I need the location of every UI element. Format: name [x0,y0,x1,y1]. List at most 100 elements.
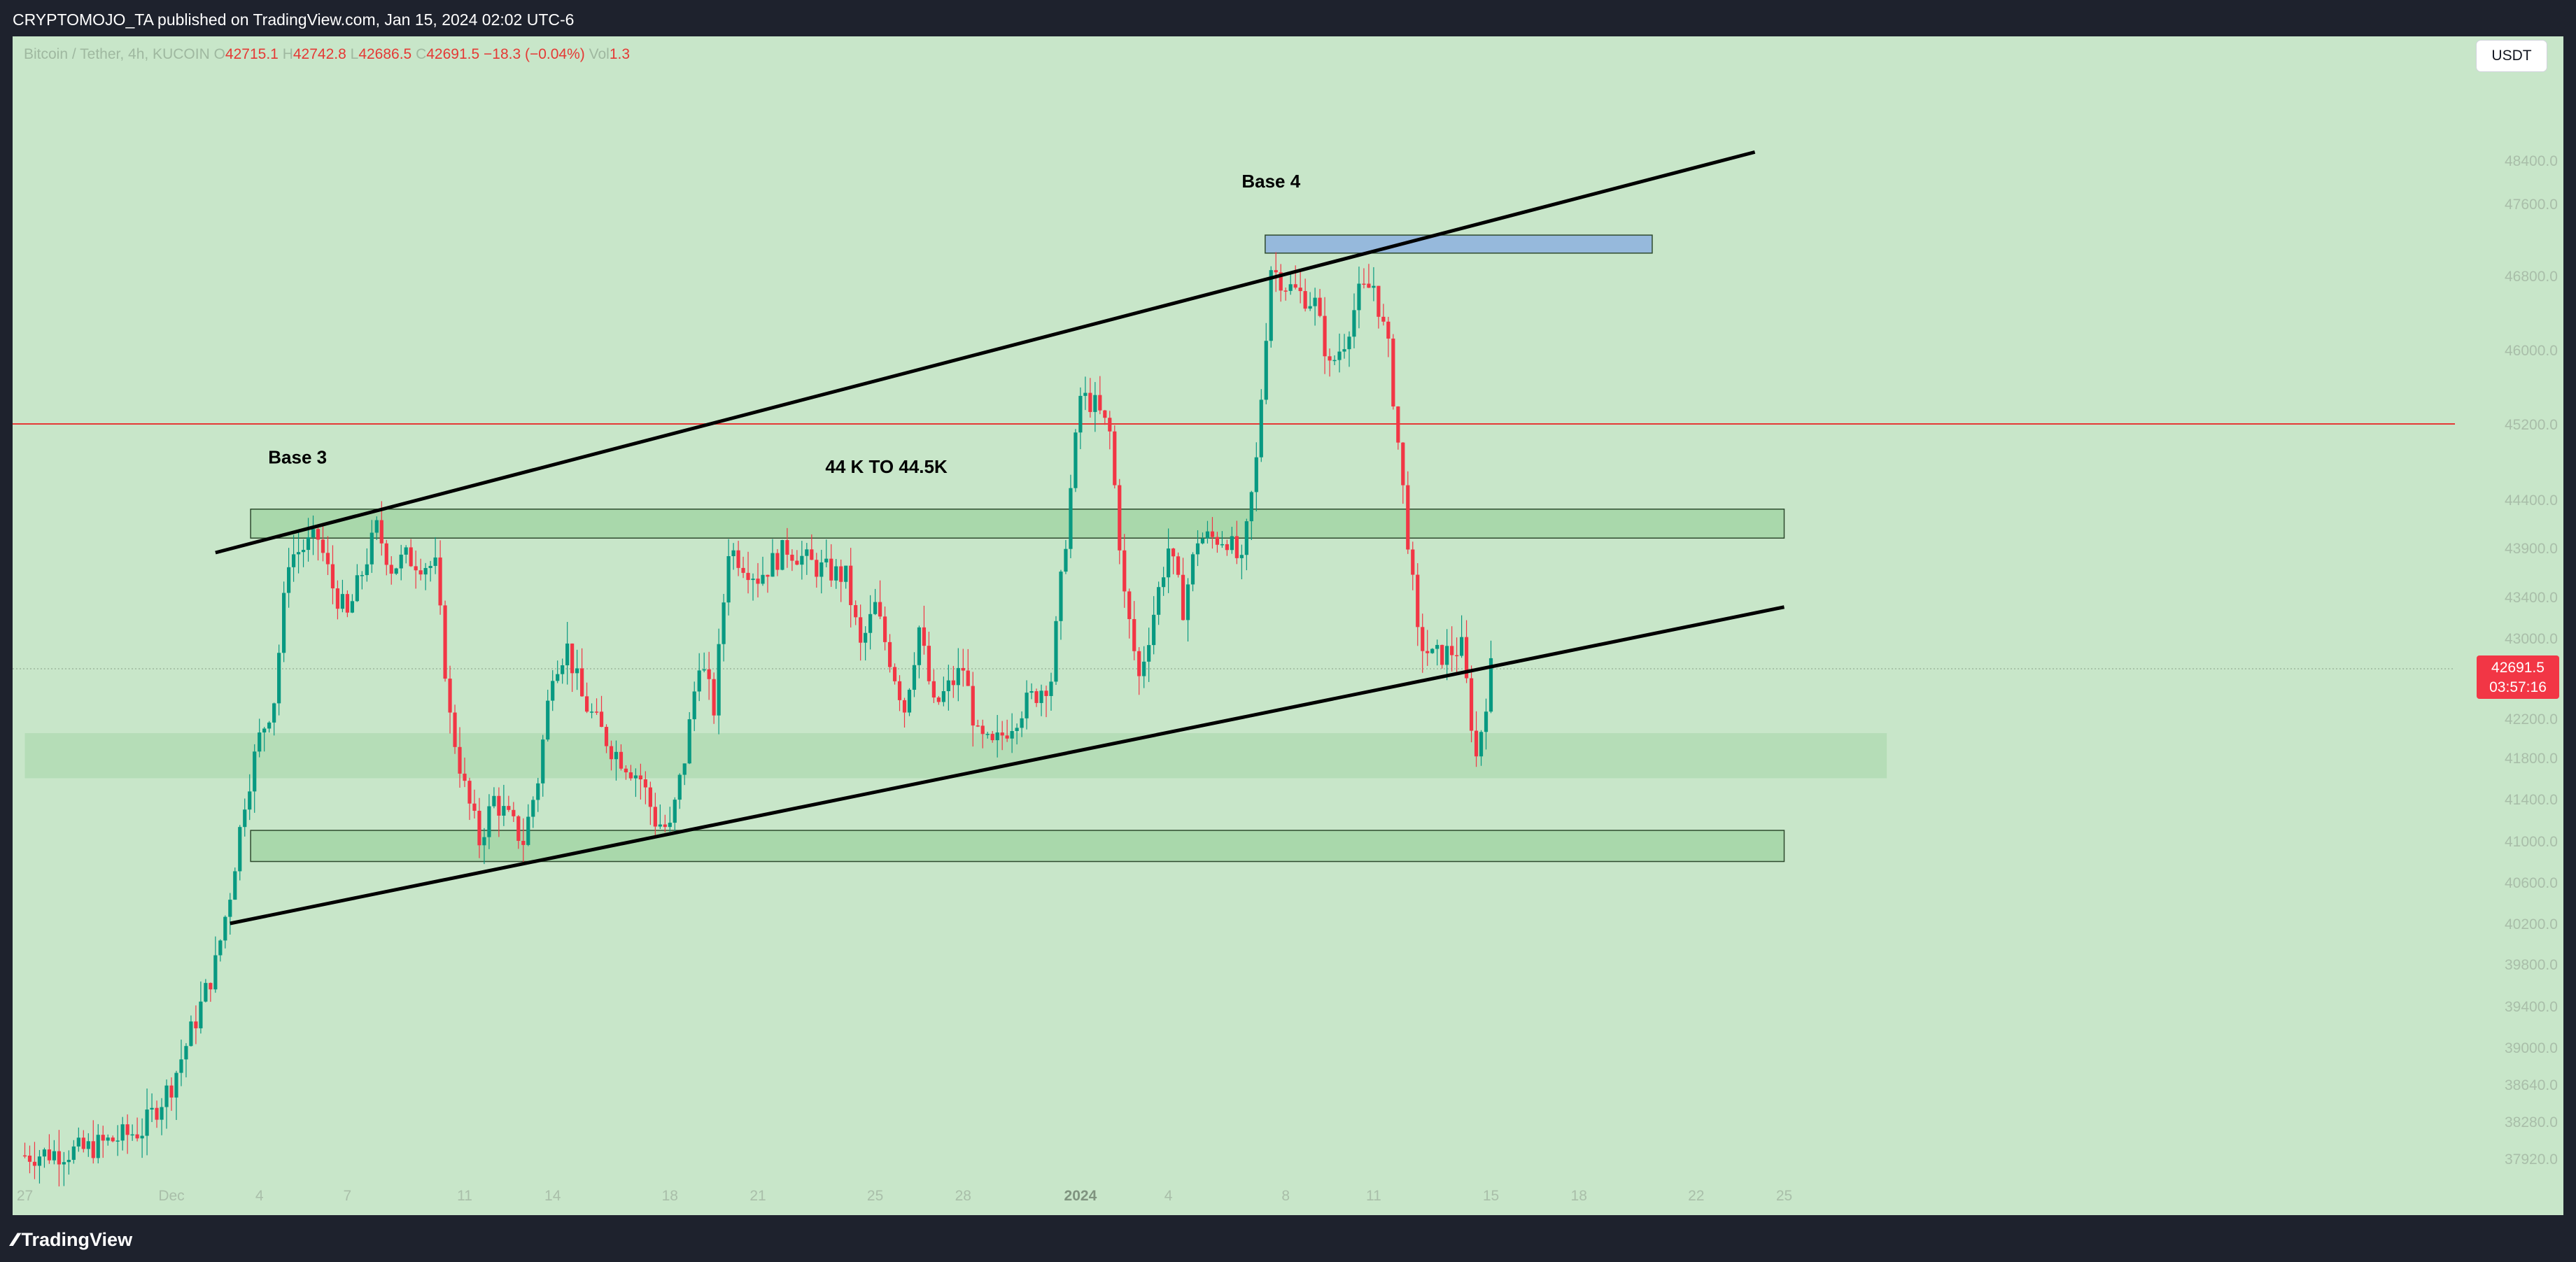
candle-body [1416,574,1420,628]
candle-body [1313,297,1317,306]
candle-body [1137,651,1141,676]
candle-body [887,641,892,667]
candle-body [805,549,809,556]
candle-body [1132,618,1136,651]
candle-body [985,734,990,735]
candle-body [125,1124,129,1135]
candle-body [697,670,701,692]
candle-body [565,643,570,666]
candle-body [1230,536,1234,551]
candle-body [638,775,642,780]
candle-body [1171,548,1176,557]
candle-body [482,837,486,846]
candle-body [927,646,931,681]
candle-body [677,774,682,800]
y-tick-label: 43000.0 [2505,631,2558,647]
candle-body [379,520,383,544]
candle-body [209,983,213,990]
candle-body [1328,356,1332,361]
candle-body [57,1151,61,1165]
candle-body [316,529,321,540]
candle-body [717,644,721,716]
candle-body [1176,556,1181,575]
candle-body [248,791,252,810]
x-tick-label: Dec [158,1188,184,1204]
candle-body [859,617,863,643]
candle-body [71,1146,76,1160]
candle-body [800,555,804,565]
candle-body [335,588,340,609]
candle-body [467,781,472,804]
candle-body [404,547,408,555]
candle-body [815,560,819,577]
chart-area[interactable]: Base 3 44 K TO 44.5K Base 4 48400.0 47600.0 4… [13,36,2563,1215]
candle-body [350,601,354,613]
candle-body [66,1159,71,1163]
candle-body [839,566,843,582]
candle-body [443,605,447,679]
candle-body [164,1085,169,1107]
candle-body [1269,270,1273,341]
candle-body [946,680,950,692]
y-tick-label: 37920.0 [2505,1151,2558,1168]
candle-body [976,725,980,727]
candle-body [917,627,922,665]
candle-body [1103,410,1107,418]
candle-body [1323,316,1327,357]
candle-body [282,593,286,653]
candle-body [1195,543,1200,555]
candle-body [995,732,999,741]
candle-body [47,1149,52,1161]
candle-body [458,746,462,774]
candle-body [761,574,765,584]
y-tick-label: 39800.0 [2505,957,2558,973]
candle-body [726,556,731,603]
candle-body [668,823,672,828]
x-tick-label: 11 [457,1188,472,1204]
candle-body [492,795,496,807]
last-price-value: 42691.5 [2491,660,2545,676]
candle-body [189,1021,193,1047]
candle-body [497,795,501,816]
tradingview-logo[interactable]: ⁄⁄⁄ TradingView [13,1229,132,1251]
publisher-text: CRYPTOMOJO_TA published on TradingView.c… [13,10,575,29]
candle-body [42,1149,47,1157]
candle-body [584,696,589,712]
candle-body [1283,290,1288,292]
candle-body [619,751,624,769]
y-tick-label: 40200.0 [2505,916,2558,933]
candle-body [1122,550,1127,592]
candle-body [854,605,858,618]
candle-body [1181,574,1185,621]
candle-body [780,540,784,570]
candle-body [1034,691,1039,703]
candle-body [389,565,393,574]
candle-body [374,520,379,533]
candle-body [272,703,276,723]
x-tick-label: 28 [955,1188,971,1204]
y-tick-label: 46000.0 [2505,343,2558,359]
currency-button[interactable]: USDT [2477,41,2547,71]
price-chart[interactable]: Base 3 44 K TO 44.5K Base 4 48400.0 47600.0 4… [13,36,2563,1215]
candle-body [1298,288,1302,292]
candle-body [824,558,829,562]
y-tick-label: 46800.0 [2505,269,2558,285]
low-value: 42686.5 [358,46,412,62]
candle-body [849,565,853,606]
candle-body [1406,485,1410,550]
candle-body [76,1137,80,1147]
candle-body [277,653,281,704]
candle-body [1054,621,1058,682]
candle-body [194,1021,198,1028]
candle-body [1464,637,1469,679]
y-tick-label: 38280.0 [2505,1114,2558,1130]
candle-body [1142,661,1146,676]
y-tick-label: 41400.0 [2505,792,2558,808]
annotation-label: 44 K TO 44.5K [825,456,948,477]
candle-body [682,763,687,775]
candle-body [819,562,824,577]
candle-body [253,751,257,792]
y-tick-label: 40600.0 [2505,875,2558,891]
candle-body [291,554,296,567]
candle-body [1391,339,1395,407]
